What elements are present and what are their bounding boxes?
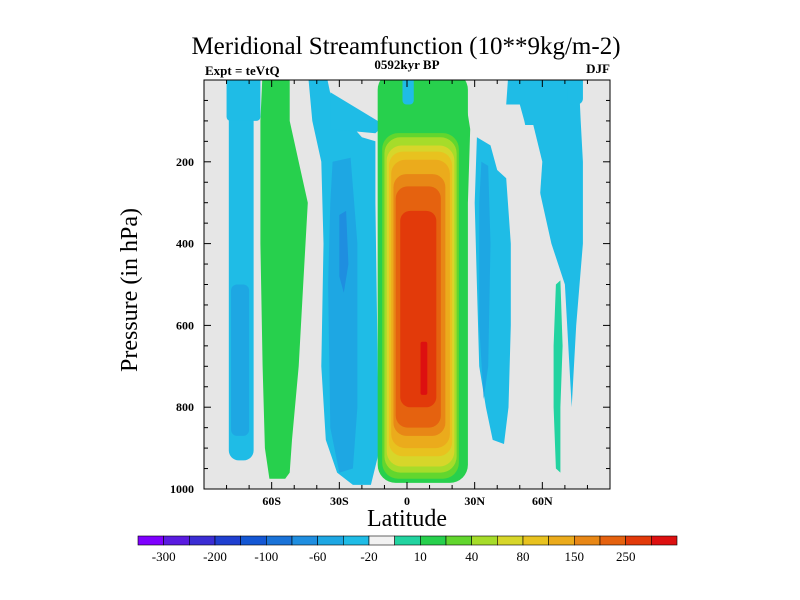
colorbar-label: 80 xyxy=(517,549,530,564)
colorbar-box xyxy=(163,535,190,546)
subtitle-left: Expt = teVtQ xyxy=(205,63,280,78)
x-tick-label: 30N xyxy=(464,494,485,508)
colorbar-box xyxy=(266,535,293,546)
colorbar-label: -100 xyxy=(254,549,278,564)
y-axis-label: Pressure (in hPa) xyxy=(117,208,143,372)
colorbar-box xyxy=(368,535,395,546)
cell-far-south-inner xyxy=(231,284,250,436)
colorbar-box xyxy=(343,535,370,546)
x-axis-label: Latitude xyxy=(367,506,447,532)
cell-northern-green xyxy=(553,280,563,473)
colorbar-box xyxy=(548,535,575,546)
colorbar-box xyxy=(625,535,652,546)
colorbar-box xyxy=(599,535,626,546)
cell-north-upper xyxy=(506,80,583,408)
cell-hadley-core xyxy=(420,341,428,395)
cell-north-upper-notch xyxy=(522,125,543,195)
colorbar-box xyxy=(445,535,472,546)
colorbar-label: 40 xyxy=(465,549,478,564)
colorbar-label: -60 xyxy=(309,549,326,564)
colorbar-box xyxy=(471,535,498,546)
cell-far-south-top xyxy=(226,80,261,121)
x-tick-label: 30S xyxy=(330,494,349,508)
subtitle-center: 0592kyr BP xyxy=(374,57,439,72)
colorbar-box xyxy=(420,535,447,546)
colorbar-box xyxy=(189,535,216,546)
colorbar-label: -20 xyxy=(360,549,377,564)
cell-northern-blue-inner xyxy=(479,161,491,399)
cell-hadley-north xyxy=(400,210,437,408)
x-tick-label: 0 xyxy=(404,494,410,508)
y-tick-label: 600 xyxy=(176,318,194,332)
colorbar-label: -200 xyxy=(203,549,227,564)
contour-field xyxy=(226,80,583,485)
colorbar-box xyxy=(291,535,318,546)
x-tick-label: 60S xyxy=(262,494,281,508)
cell-tropical-blue xyxy=(402,80,414,105)
y-tick-label: 1000 xyxy=(170,482,194,496)
colorbar-box xyxy=(394,535,421,546)
colorbar-label: 10 xyxy=(414,549,427,564)
y-axis: 200 400 600 800 1000 xyxy=(170,99,610,496)
cell-far-north xyxy=(567,80,583,105)
colorbar-label: 250 xyxy=(616,549,636,564)
colorbar-label: -300 xyxy=(152,549,176,564)
colorbar-box xyxy=(574,535,601,546)
colorbar-box xyxy=(651,535,678,546)
colorbar-box xyxy=(214,535,241,546)
cell-southern-inner-blue xyxy=(339,210,349,293)
colorbar-box xyxy=(317,535,344,546)
x-tick-label: 60N xyxy=(532,494,553,508)
y-tick-label: 400 xyxy=(176,237,194,251)
colorbar-label: 150 xyxy=(565,549,585,564)
y-tick-label: 200 xyxy=(176,155,194,169)
subtitle-right: DJF xyxy=(586,61,610,76)
x-axis: 60S 30S 0 30N 60N xyxy=(226,80,588,508)
cell-southern-blue xyxy=(328,157,358,473)
colorbar-box xyxy=(137,535,164,546)
colorbar-box xyxy=(497,535,524,546)
chart-title: Meridional Streamfunction (10**9kg/m-2) xyxy=(191,33,620,60)
y-tick-label: 800 xyxy=(176,400,194,414)
cell-southern-blue-top xyxy=(330,92,385,134)
colorbar: -300 -200 -100 -60 -20 10 40 80 150 250 xyxy=(137,535,678,564)
colorbar-box xyxy=(522,535,549,546)
cell-southern-green xyxy=(260,80,308,479)
colorbar-box xyxy=(240,535,267,546)
